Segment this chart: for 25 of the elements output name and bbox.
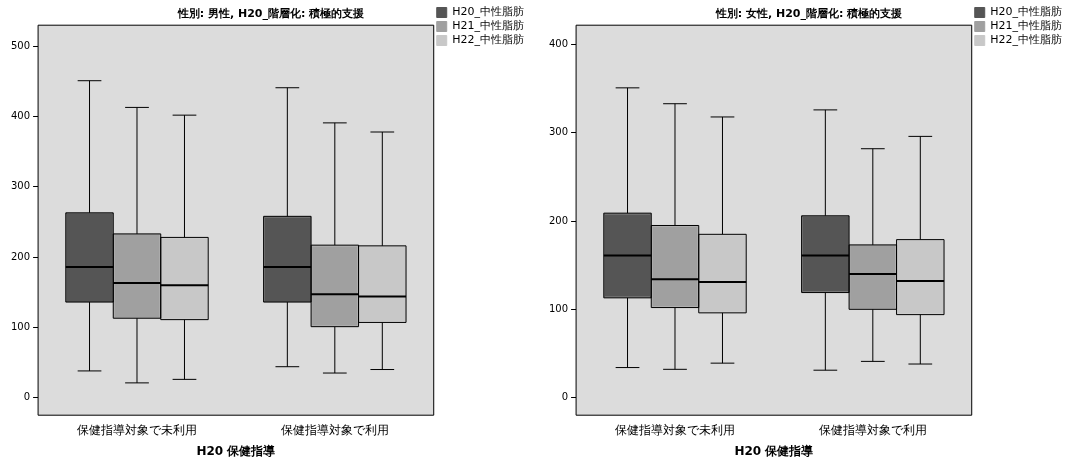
legend-label: H20_中性脂肪	[990, 5, 1063, 19]
y-tick-label: 100	[10, 320, 31, 332]
y-tick-label: 400	[548, 38, 569, 50]
y-tick-label: 200	[548, 214, 569, 226]
chart-title: 性別: 女性, H20_階層化: 積極的支援	[714, 7, 903, 21]
x-tick-label: 保健指導対象で利用	[280, 422, 389, 437]
legend-label: H21_中性脂肪	[990, 19, 1063, 33]
y-tick-label: 300	[10, 180, 31, 192]
y-tick-label: 200	[10, 250, 31, 262]
y-tick-label: 0	[23, 391, 31, 403]
legend-label: H22_中性脂肪	[452, 33, 525, 47]
y-tick-label: 300	[548, 126, 569, 138]
y-tick-label: 400	[10, 110, 31, 122]
legend-label: H22_中性脂肪	[990, 33, 1063, 47]
y-tick-label: 100	[548, 302, 569, 314]
chart-title: 性別: 男性, H20_階層化: 積極的支援	[176, 7, 365, 21]
x-tick-label: 保健指導対象で利用	[818, 422, 927, 437]
y-tick-label: 0	[561, 391, 569, 403]
x-tick-label: 保健指導対象で未利用	[77, 422, 197, 437]
legend-label: H21_中性脂肪	[452, 19, 525, 33]
x-axis-title: H20 保健指導	[734, 443, 815, 458]
x-tick-label: 保健指導対象で未利用	[615, 422, 735, 437]
y-tick-label: 500	[10, 39, 31, 51]
legend-label: H20_中性脂肪	[452, 5, 525, 19]
x-axis-title: H20 保健指導	[196, 443, 277, 458]
